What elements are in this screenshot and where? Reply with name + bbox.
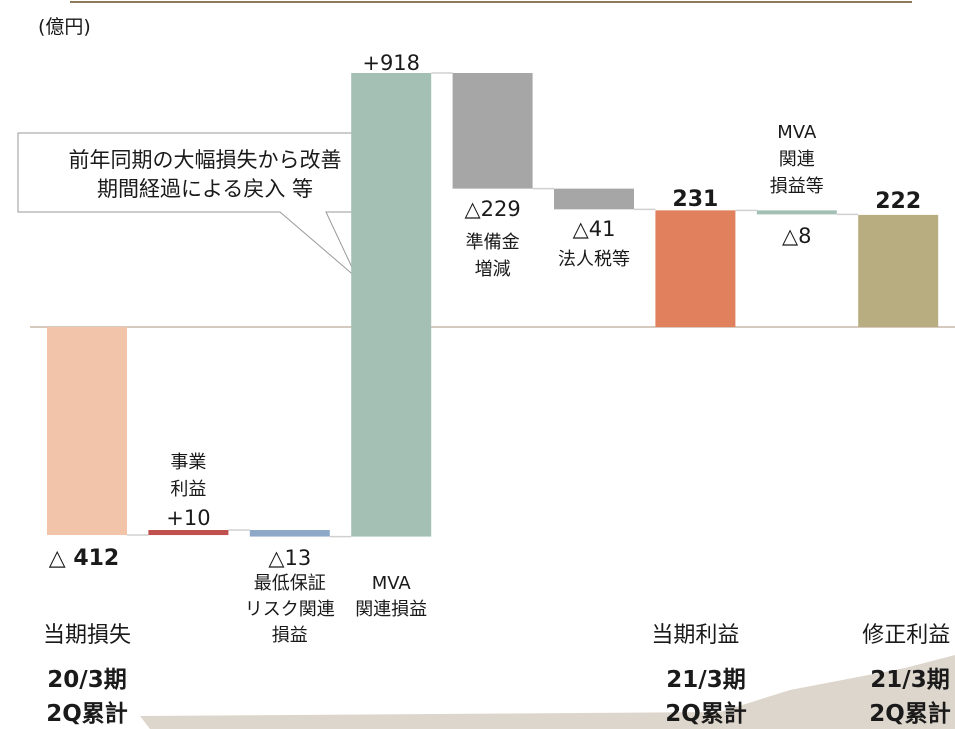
category-label: 修正利益 [862, 623, 950, 648]
bar [554, 188, 634, 210]
category-label: MVA [372, 573, 412, 594]
category-label: 法人税等 [558, 249, 630, 270]
callout-text: 期間経過による戻入 等 [97, 177, 313, 201]
bar [756, 210, 837, 215]
value-label: △8 [782, 224, 812, 248]
value-label: △229 [464, 197, 520, 221]
category-label: 関連 [779, 149, 815, 170]
category-label: 関連損益 [355, 599, 427, 620]
value-label: +10 [166, 506, 210, 530]
bottom-shape [140, 655, 955, 729]
category-label: MVA [777, 122, 817, 143]
value-label: +918 [362, 51, 420, 75]
category-label: 事業 [170, 452, 206, 473]
value-label: 222 [875, 189, 921, 214]
value-label: △ 412 [49, 546, 120, 571]
callout-text: 前年同期の大幅損失から改善 [69, 148, 342, 172]
period-label: 21/3期 [870, 667, 949, 693]
value-label: 231 [672, 187, 718, 212]
value-label: △41 [573, 217, 616, 241]
period-label: 20/3期 [47, 667, 126, 693]
bar [655, 210, 736, 327]
category-label: 増減 [475, 259, 511, 280]
bar [351, 72, 432, 537]
bar [858, 214, 939, 327]
category-label: 利益 [170, 479, 206, 500]
category-label: 当期損失 [43, 623, 131, 648]
period-label: 2Q累計 [869, 700, 951, 727]
category-label: 損益等 [770, 176, 824, 197]
bar [47, 327, 127, 536]
bar [148, 530, 229, 536]
bar [452, 72, 533, 189]
unit-label: (億円) [38, 16, 91, 38]
category-label: 当期利益 [651, 623, 739, 648]
period-label: 2Q累計 [46, 700, 128, 727]
category-label: リスク関連 [245, 599, 335, 620]
category-label: 準備金 [466, 232, 520, 253]
bar [249, 530, 330, 537]
category-label: 最低保証 [254, 573, 326, 594]
category-label: 損益 [272, 625, 308, 646]
value-label: △13 [268, 546, 311, 570]
period-label: 2Q累計 [665, 700, 747, 727]
period-label: 21/3期 [666, 667, 745, 693]
